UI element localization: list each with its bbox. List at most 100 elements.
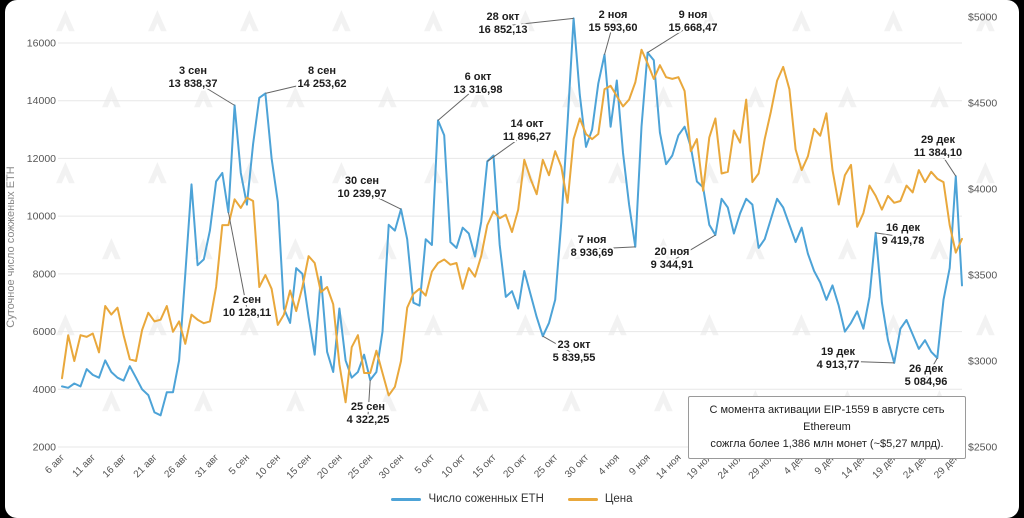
watermark-logo-icon	[838, 86, 857, 108]
annotation-value: 14 253,62	[298, 78, 347, 90]
svg-text:16000: 16000	[27, 38, 56, 50]
watermark-logo-icon	[194, 238, 213, 260]
note-line-2: сожгла более 1,386 млн монет (~$5,27 млр…	[710, 438, 944, 451]
annotation-leader-line	[502, 17, 574, 27]
annotation-date: 14 окт	[511, 118, 545, 130]
annotation-date: 6 окт	[465, 71, 492, 83]
burned-eth-line-swatch	[391, 497, 422, 501]
annotation-value: 9 344,91	[651, 259, 694, 271]
annotation-value: 5 084,96	[905, 376, 948, 388]
watermark-logo-icon	[102, 238, 121, 260]
watermark-logo-icon	[562, 390, 581, 412]
burn-line-series	[61, 17, 963, 417]
annotation-leader-line	[937, 148, 957, 177]
svg-text:14000: 14000	[27, 95, 56, 107]
svg-text:4000: 4000	[33, 384, 57, 396]
annotation-value: 8 936,69	[571, 247, 614, 259]
svg-text:$4000: $4000	[968, 184, 997, 196]
annotation-leader-line	[875, 232, 904, 238]
annotation-value: 13 316,98	[454, 84, 503, 96]
annotation-value: 13 838,37	[169, 78, 218, 90]
note-line-1: С момента активации EIP-1559 в августе с…	[709, 404, 945, 434]
svg-text:26 авг: 26 авг	[163, 452, 191, 480]
annotation-value: 15 593,60	[589, 22, 638, 34]
annotation-date: 16 дек	[886, 222, 920, 234]
watermark-logo-icon	[56, 10, 75, 32]
watermark-logo-icon	[608, 314, 627, 336]
watermark-logo-icon	[792, 162, 811, 184]
annotation-leader-line	[227, 212, 248, 310]
price-line-swatch	[567, 497, 598, 501]
annotation-value: 4 913,77	[817, 359, 860, 371]
svg-text:$3000: $3000	[968, 356, 997, 368]
svg-text:$3500: $3500	[968, 270, 997, 282]
annotation-date: 2 сен	[233, 294, 261, 306]
watermark-logo-icon	[700, 10, 719, 32]
svg-text:10000: 10000	[27, 211, 56, 223]
annotation-date: 2 ноя	[599, 9, 628, 21]
watermark-logo-icon	[976, 162, 995, 184]
annotation-leader-line	[192, 79, 235, 106]
annotation-date: 30 сен	[345, 175, 379, 187]
annotation-date: 7 ноя	[578, 234, 607, 246]
svg-text:6000: 6000	[33, 326, 57, 338]
annotation-value: 11 384,10	[914, 147, 962, 159]
annotation-leader-line	[437, 85, 479, 121]
watermark-logo-icon	[102, 390, 121, 412]
watermark-logo-icon	[792, 314, 811, 336]
watermark-logo-icon	[332, 10, 351, 32]
annotation-leader-line	[837, 360, 895, 364]
watermark-logo-icon	[424, 10, 443, 32]
legend-label-price: Цена	[604, 493, 633, 505]
watermark-logo-icon	[148, 314, 167, 336]
watermark-logo-icon	[608, 162, 627, 184]
annotation-leader-line	[487, 132, 528, 162]
svg-text:9 ноя: 9 ноя	[627, 452, 652, 477]
svg-text:15 окт: 15 окт	[471, 452, 499, 480]
annotation-leader-line	[591, 246, 636, 250]
watermark-logo-icon	[56, 162, 75, 184]
watermark-logo-icon	[378, 86, 397, 108]
annotation-value: 4 322,25	[347, 414, 390, 426]
annotation-leader-line	[367, 379, 371, 417]
watermark-logo-icon	[424, 162, 443, 184]
annotation-value: 5 839,55	[553, 352, 596, 364]
annotation-leader-line	[603, 23, 614, 55]
watermark-logo-icon	[148, 10, 167, 32]
annotation-value: 10 239,97	[338, 188, 387, 200]
svg-text:$5000: $5000	[968, 12, 997, 24]
annotation-date: 25 сен	[351, 401, 385, 413]
svg-text:11 авг: 11 авг	[71, 452, 99, 480]
annotation-leader-line	[925, 357, 938, 379]
svg-text:25 окт: 25 окт	[532, 452, 560, 480]
legend-item-price: Цена	[567, 493, 633, 505]
annotation-value: 11 896,27	[503, 131, 551, 143]
annotation-value: 9 419,78	[882, 235, 925, 247]
annotation-date: 20 ноя	[655, 246, 690, 258]
watermark-logo-icon	[562, 238, 581, 260]
watermark-logo-icon	[884, 10, 903, 32]
svg-text:25 сен: 25 сен	[346, 452, 375, 481]
watermark-logo-icon	[654, 390, 673, 412]
annotation-date: 8 сен	[308, 65, 336, 77]
watermark-logo-icon	[148, 162, 167, 184]
legend-label-burned-eth: Число соженных ETH	[428, 493, 544, 505]
watermark-logo-icon	[930, 86, 949, 108]
annotation-value: 15 668,47	[669, 22, 718, 34]
annotation-leader-line	[265, 79, 323, 94]
svg-text:8000: 8000	[33, 268, 57, 280]
watermark-logo-icon	[746, 86, 765, 108]
watermark-logo-icon	[930, 238, 949, 260]
watermark-logo-icon	[378, 390, 397, 412]
svg-text:16 авг: 16 авг	[101, 452, 129, 480]
legend-item-burned-eth: Число соженных ETH	[391, 493, 544, 505]
svg-text:20 сен: 20 сен	[316, 452, 345, 481]
watermark-logo-icon	[332, 162, 351, 184]
svg-text:15 сен: 15 сен	[285, 452, 314, 481]
watermark-logo-icon	[194, 86, 213, 108]
svg-text:6 авг: 6 авг	[43, 452, 67, 476]
svg-text:$2500: $2500	[968, 442, 997, 454]
y-axis-title: Суточное число сожженых ETH	[5, 166, 17, 327]
